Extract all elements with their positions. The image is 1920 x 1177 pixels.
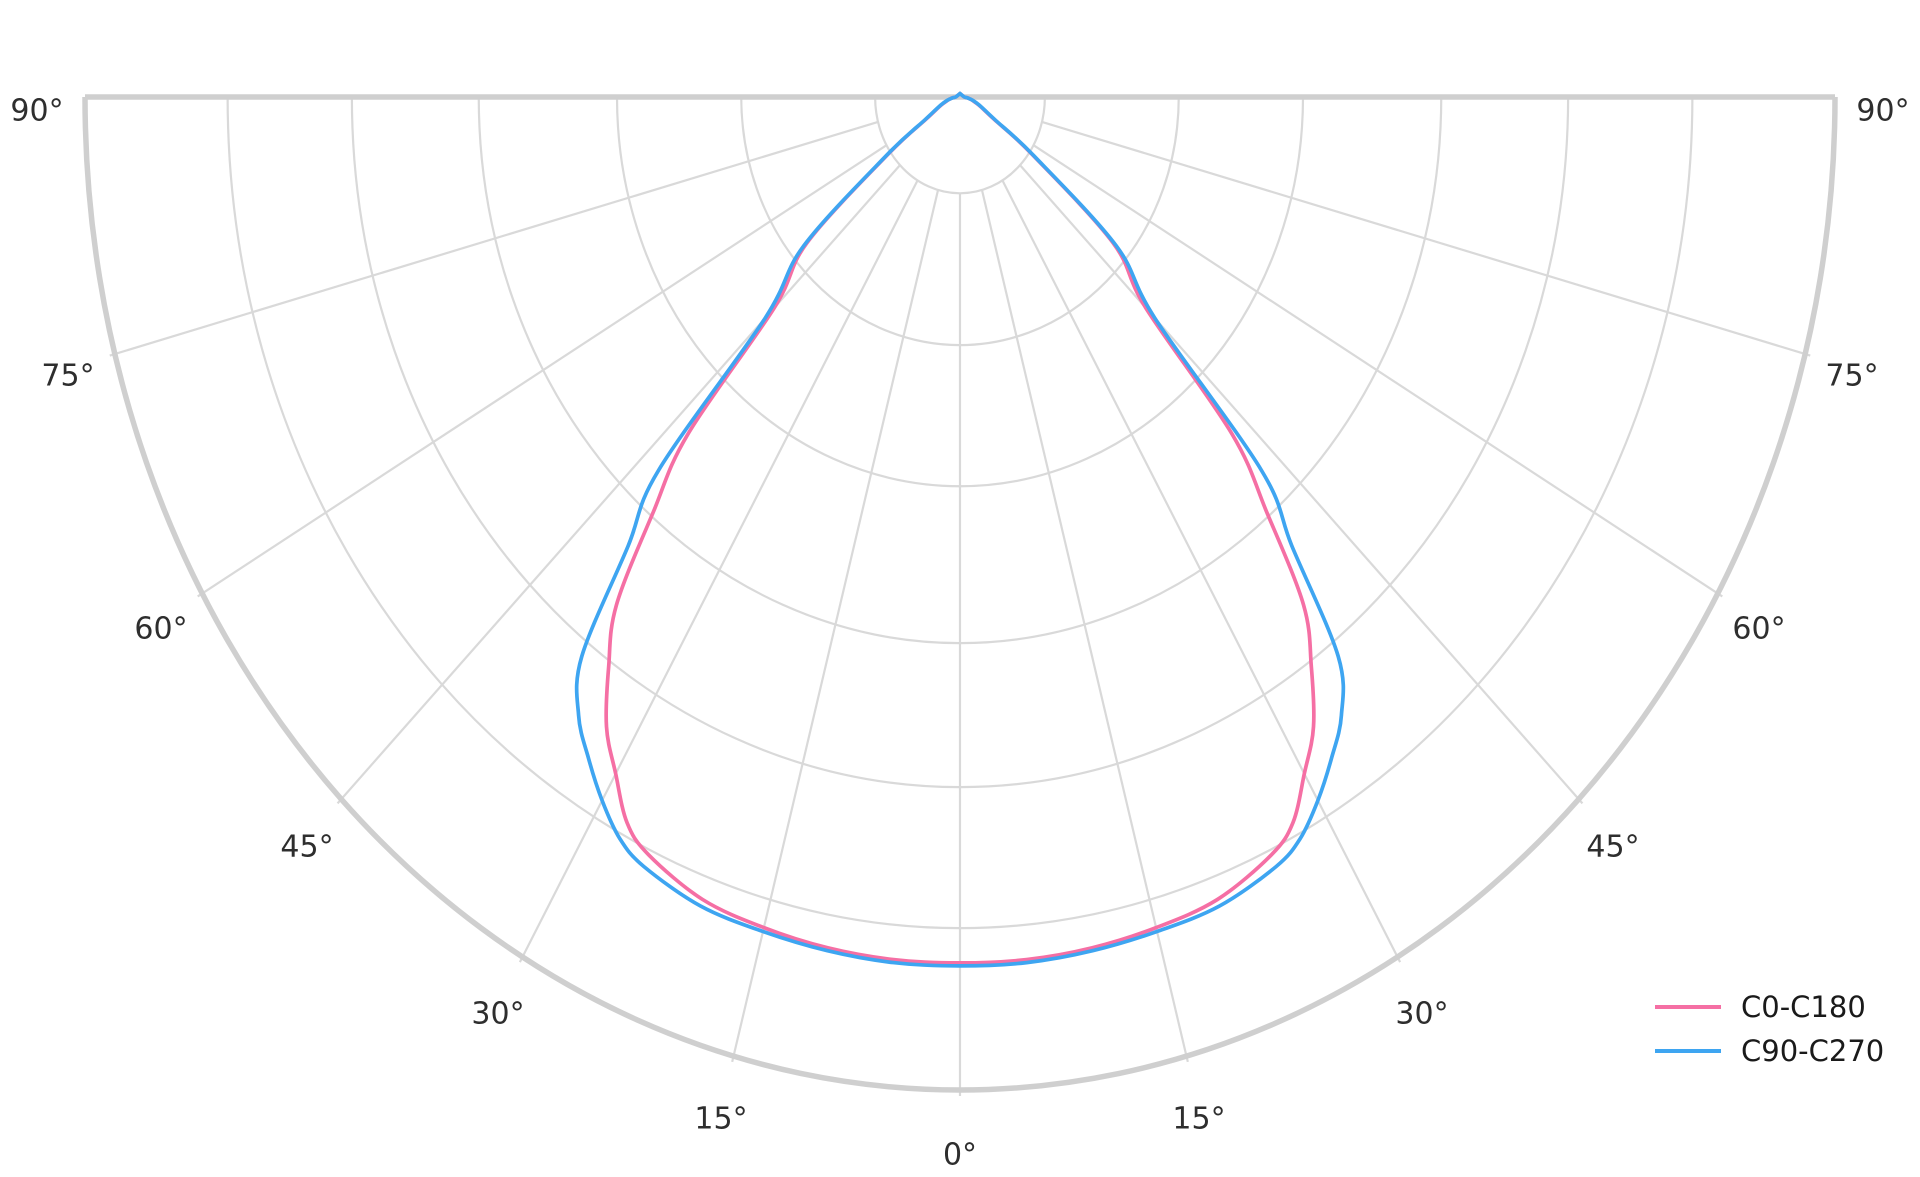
legend: C0-C180 C90-C270 xyxy=(1655,990,1884,1068)
angle-tick-label: 15° xyxy=(1172,1102,1225,1137)
angle-tick-label: 60° xyxy=(134,612,187,647)
legend-item-c0-c180[interactable]: C0-C180 xyxy=(1741,990,1866,1024)
grid-radial-line xyxy=(1019,164,1584,805)
legend-item-c90-c270[interactable]: C90-C270 xyxy=(1741,1034,1884,1068)
grid-radial-line xyxy=(731,189,940,1063)
angle-tick-label: 0° xyxy=(943,1138,977,1173)
angle-tick-label: 60° xyxy=(1732,612,1785,647)
grid-radial-line xyxy=(518,179,919,963)
grid-radial-line xyxy=(1032,144,1723,598)
grid-radial-line xyxy=(336,164,901,805)
grid-radial-line xyxy=(109,120,879,357)
grid-radial-line xyxy=(1041,120,1811,357)
angle-tick-label: 45° xyxy=(280,830,333,865)
series-curves xyxy=(574,91,1346,968)
grid-radial-line xyxy=(197,144,888,598)
angle-tick-label: 30° xyxy=(1395,997,1448,1032)
angle-tick-label: 90° xyxy=(1856,94,1909,129)
angle-tick-label: 90° xyxy=(10,94,63,129)
angle-tick-label: 15° xyxy=(694,1102,747,1137)
angle-tick-label: 75° xyxy=(1825,359,1878,394)
series-curve-c90-c270 xyxy=(574,91,1346,968)
grid-arc xyxy=(874,96,1046,195)
angle-tick-label: 45° xyxy=(1586,830,1639,865)
angle-tick-labels: 0° 15° 15° 30° 30° 45° 45° 60° 60° 75° 75° 90° 90° xyxy=(10,94,1909,1173)
grid-radial-line xyxy=(980,189,1189,1063)
angle-tick-label: 75° xyxy=(41,359,94,394)
polar-grid xyxy=(82,94,1838,1096)
polar-outer-arc xyxy=(82,96,1838,1093)
angle-tick-label: 30° xyxy=(471,997,524,1032)
grid-radial-line xyxy=(1001,179,1402,963)
